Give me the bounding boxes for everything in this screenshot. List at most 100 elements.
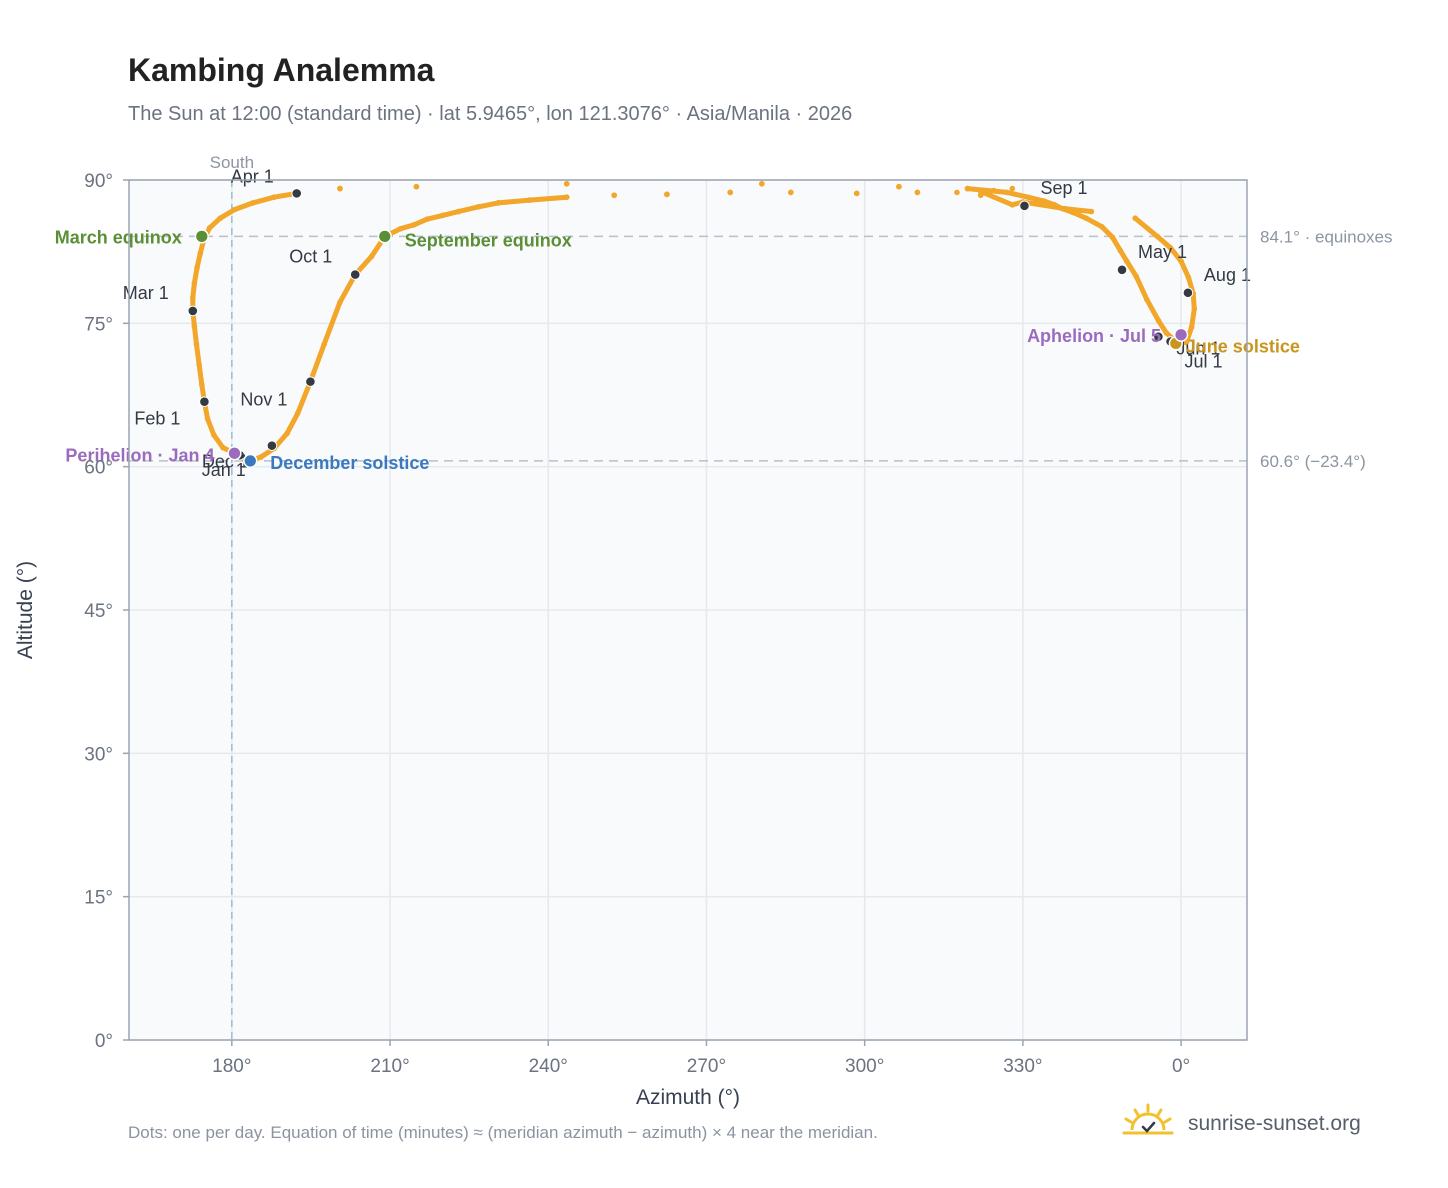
day-point (231, 206, 238, 213)
chart-subtitle: The Sun at 12:00 (standard time) · lat 5… (128, 103, 853, 125)
day-point (250, 200, 256, 206)
y-tick-label: 0° (95, 1031, 113, 1052)
day-point (1025, 194, 1031, 200)
day-point (526, 197, 533, 203)
brand-name[interactable]: sunrise-sunset.org (1188, 1112, 1361, 1135)
y-tick-label: 30° (84, 744, 113, 765)
event-marker (227, 446, 242, 461)
x-tick-label: 330° (1003, 1056, 1042, 1077)
y-axis-title: Altitude (°) (14, 561, 37, 659)
x-tick-label: 240° (529, 1056, 568, 1077)
day-point (1155, 317, 1162, 324)
day-point (1099, 224, 1105, 230)
month-label: Apr 1 (231, 166, 274, 186)
day-point (337, 185, 343, 192)
day-point (1009, 185, 1016, 192)
sun-logo-icon (1120, 1102, 1176, 1147)
reference-line-label: 84.1° · equinoxes (1260, 227, 1393, 246)
month-marker (1153, 331, 1164, 343)
day-point (410, 222, 417, 228)
x-tick-label: 270° (687, 1056, 726, 1077)
day-point (211, 432, 217, 438)
month-label: Feb 1 (134, 409, 180, 429)
day-point (196, 361, 202, 368)
event-label: June solstice (1186, 336, 1300, 356)
brand[interactable]: sunrise-sunset.org (1120, 1103, 1361, 1145)
day-point (220, 444, 226, 451)
event-marker (243, 453, 258, 469)
day-point (204, 416, 211, 422)
day-point (1185, 274, 1192, 281)
day-point (1178, 258, 1184, 265)
event-label: Perihelion · Jan 4 (65, 445, 214, 465)
day-point (197, 250, 203, 257)
x-tick-label: 0° (1172, 1056, 1190, 1077)
day-point (413, 183, 420, 190)
day-point (1088, 208, 1095, 215)
y-tick-label: 45° (84, 601, 113, 622)
day-point (727, 189, 733, 196)
day-point (191, 280, 198, 287)
day-point (563, 194, 570, 200)
day-point (294, 410, 301, 416)
reference-line-label: 60.6° (−23.4°) (1260, 452, 1366, 471)
footer-note: Dots: one per day. Equation of time (min… (128, 1123, 878, 1142)
month-label: Mar 1 (123, 283, 169, 303)
day-point (1132, 215, 1138, 222)
day-point (284, 430, 291, 437)
day-point (991, 187, 997, 194)
day-point (853, 190, 860, 197)
month-label: Aug 1 (1204, 265, 1251, 285)
day-point (1188, 324, 1195, 330)
event-label: September equinox (405, 230, 572, 250)
day-point (664, 191, 670, 198)
day-point (475, 203, 482, 210)
day-point (258, 454, 264, 460)
reference-lines: South 84.1° · equinoxes 60.6° (−23.4°) (129, 153, 1393, 1040)
day-point (1083, 215, 1089, 222)
day-point (964, 185, 971, 192)
day-point (424, 216, 430, 222)
x-axis-title: Azimuth (°) (636, 1086, 740, 1109)
grid-lines (129, 179, 1247, 1041)
day-point (1183, 339, 1190, 346)
day-point (896, 183, 902, 190)
month-marker (349, 269, 361, 280)
day-point (1009, 202, 1016, 208)
day-point (1041, 198, 1047, 204)
x-tick-label: 300° (845, 1056, 884, 1077)
day-point (191, 323, 198, 330)
day-point (1133, 273, 1140, 280)
day-point (914, 189, 921, 196)
event-marker (1173, 327, 1189, 342)
day-point (1154, 233, 1161, 240)
y-tick-label: 90° (84, 171, 113, 192)
day-point (1191, 306, 1198, 312)
day-point (193, 341, 200, 348)
day-point (1144, 296, 1150, 303)
day-point (954, 189, 960, 196)
x-tick-label: 210° (370, 1056, 409, 1077)
month-marker (1116, 264, 1128, 276)
day-point (563, 181, 570, 187)
y-tick-label: 75° (84, 314, 113, 335)
month-marker (199, 396, 210, 407)
month-label: Nov 1 (240, 390, 287, 410)
month-marker (1019, 200, 1030, 212)
day-point (495, 200, 501, 206)
day-point (439, 212, 446, 219)
day-point (1051, 202, 1058, 208)
day-point (455, 208, 462, 215)
day-point (271, 194, 277, 200)
chart-title: Kambing Analemma (128, 52, 435, 88)
month-marker (266, 440, 278, 451)
day-point (1167, 245, 1174, 251)
day-point (1062, 205, 1068, 212)
day-point (397, 225, 404, 232)
day-point (1004, 189, 1010, 196)
day-point (1117, 247, 1124, 254)
month-label: Jul 1 (1185, 351, 1223, 371)
y-tick-label: 60° (84, 458, 113, 479)
event-label: December solstice (270, 453, 429, 473)
